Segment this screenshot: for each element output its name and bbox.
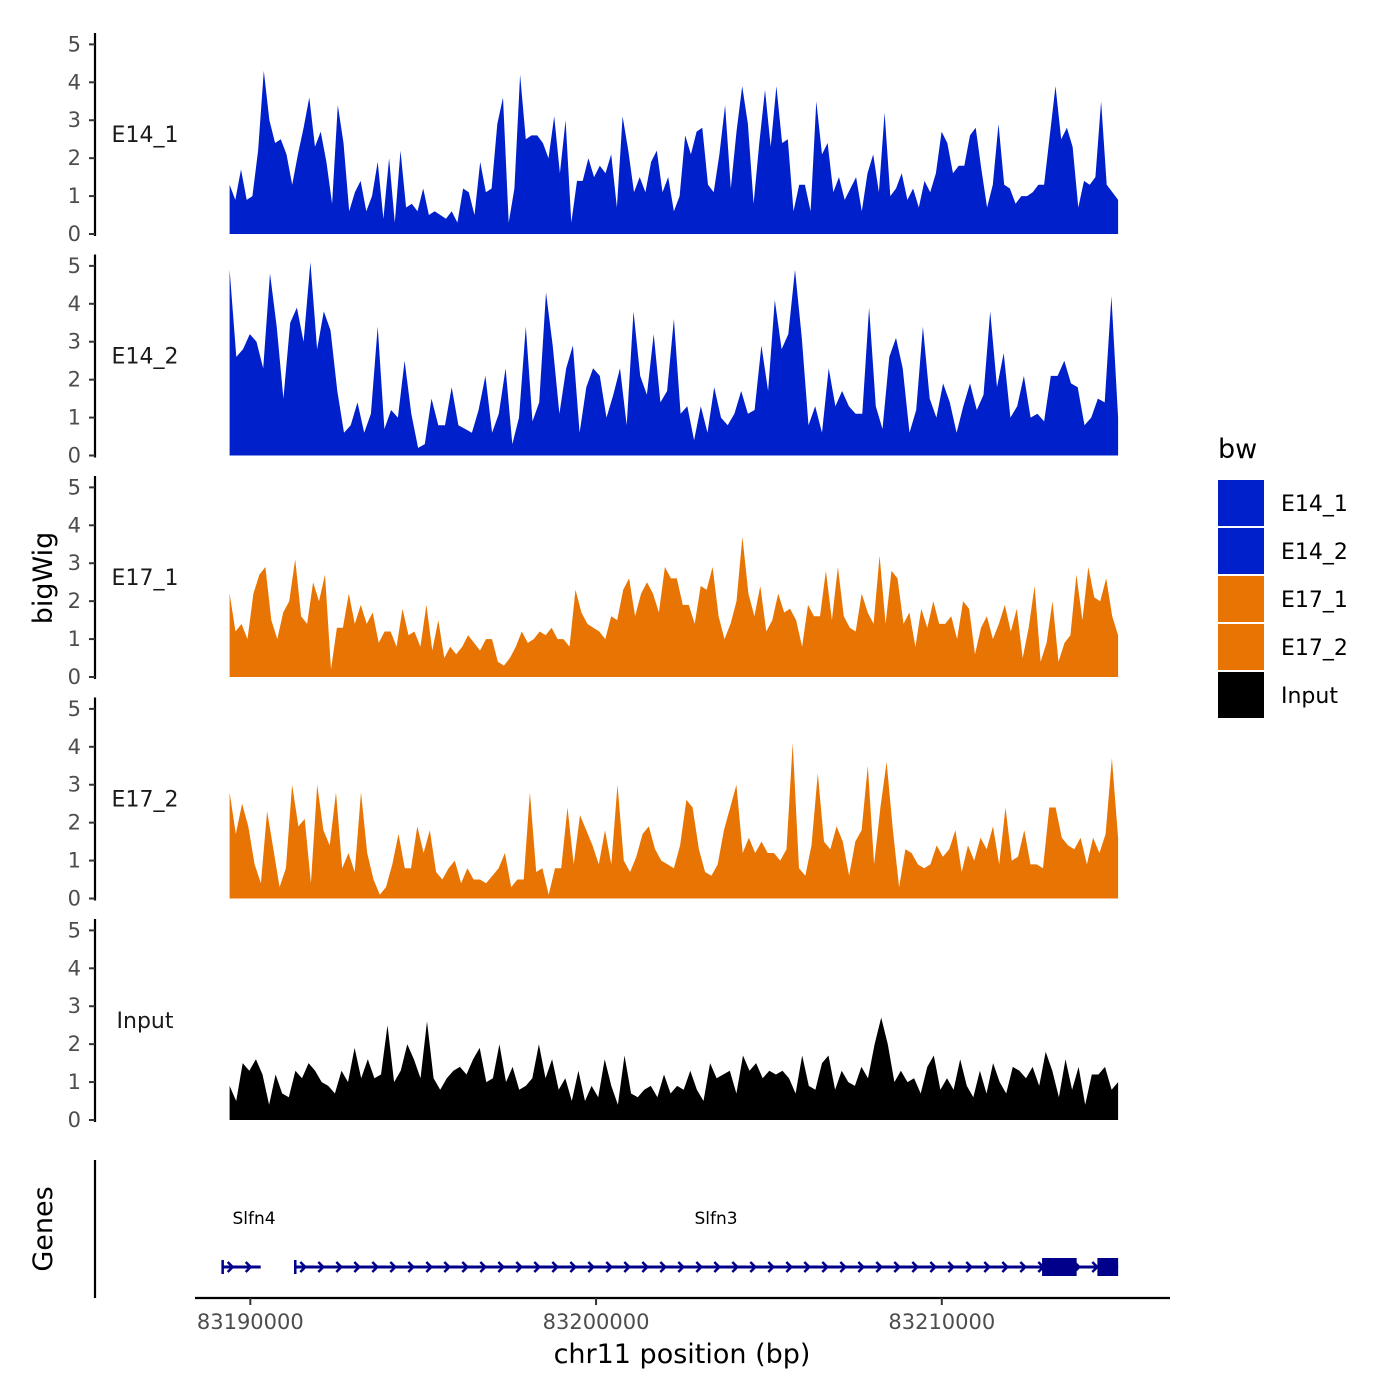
coverage-area-E17_1	[229, 536, 1119, 677]
y-tick-label-Input-2: 2	[68, 1032, 81, 1056]
legend-item-E17_2: E17_2	[1218, 624, 1348, 670]
y-tick-label-E17_2-1: 1	[68, 849, 81, 873]
legend-item-E14_2: E14_2	[1218, 528, 1348, 574]
track-E17_1: 0 1 2 3 4 5 E17_1	[68, 475, 1119, 689]
legend-item-Input: Input	[1218, 672, 1338, 718]
y-tick-label-E17_2-0: 0	[68, 887, 81, 911]
y-tick-label-E14_1-5: 5	[68, 32, 81, 56]
exon-Slfn3-1	[1042, 1258, 1077, 1276]
x-tick-label-83210000: 83210000	[888, 1310, 995, 1334]
track-E14_1: 0 1 2 3 4 5 E14_1	[68, 32, 1119, 246]
y-tick-label-Input-5: 5	[68, 918, 81, 942]
y-tick-label-E14_1-1: 1	[68, 184, 81, 208]
legend: bw E14_1 E14_2 E17_1 E17_2 Input	[1218, 434, 1348, 718]
x-ticks: 83190000 83200000 83210000	[197, 1298, 995, 1334]
gene-label-Slfn4: Slfn4	[232, 1209, 275, 1229]
y-tick-label-E17_2-2: 2	[68, 811, 81, 835]
strand-arrows-Slfn4	[226, 1261, 253, 1273]
y-tick-label-E17_1-0: 0	[68, 665, 81, 689]
legend-items: E14_1 E14_2 E17_1 E17_2 Input	[1218, 480, 1348, 718]
legend-label-E17_2: E17_2	[1281, 636, 1348, 661]
y-tick-label-Input-1: 1	[68, 1070, 81, 1094]
y-tick-label-E17_1-4: 4	[68, 513, 81, 537]
gene-models: Slfn4 Slfn3	[221, 1209, 1119, 1276]
coverage-area-E17_2	[229, 743, 1119, 899]
legend-title: bw	[1218, 434, 1257, 465]
coverage-area-Input	[229, 1017, 1119, 1120]
gene-label-Slfn3: Slfn3	[694, 1209, 737, 1229]
exon-Slfn3-2	[1097, 1258, 1119, 1276]
legend-swatch-E14_2	[1218, 528, 1264, 574]
coverage-tracks: 0 1 2 3 4 5 E14_1 0 1 2 3 4 5 E14_2 0 1 2 3 4 5 E17_1 0 1 2 3 4 5 E…	[68, 32, 1119, 1132]
coverage-area-E14_2	[229, 262, 1119, 456]
y-tick-label-E14_1-2: 2	[68, 146, 81, 170]
x-tick-label-83200000: 83200000	[543, 1310, 650, 1334]
track-E17_2: 0 1 2 3 4 5 E17_2	[68, 697, 1119, 911]
coverage-area-E14_1	[229, 70, 1119, 235]
track-label-E14_2: E14_2	[112, 345, 179, 370]
legend-item-E17_1: E17_1	[1218, 576, 1348, 622]
legend-swatch-E17_1	[1218, 576, 1264, 622]
y-axis-title: bigWig	[28, 532, 59, 625]
y-tick-label-E14_2-0: 0	[68, 444, 81, 468]
legend-swatch-E14_1	[1218, 480, 1264, 526]
y-tick-label-Input-4: 4	[68, 956, 81, 980]
y-tick-label-E14_2-5: 5	[68, 254, 81, 278]
x-tick-label-83190000: 83190000	[197, 1310, 304, 1334]
y-tick-label-Input-3: 3	[68, 994, 81, 1018]
y-tick-label-E14_2-4: 4	[68, 292, 81, 316]
track-label-E14_1: E14_1	[112, 123, 179, 148]
y-tick-label-E17_2-5: 5	[68, 697, 81, 721]
x-axis-title: chr11 position (bp)	[554, 1339, 811, 1370]
x-axis: 83190000 83200000 83210000 chr11 position …	[195, 1296, 1170, 1370]
y-tick-label-E14_2-2: 2	[68, 368, 81, 392]
y-tick-label-E17_1-3: 3	[68, 551, 81, 575]
y-tick-label-E14_1-3: 3	[68, 108, 81, 132]
track-label-E17_2: E17_2	[112, 788, 179, 813]
y-tick-label-E14_2-3: 3	[68, 330, 81, 354]
y-tick-label-E14_2-1: 1	[68, 406, 81, 430]
legend-swatch-Input	[1218, 672, 1264, 718]
y-tick-label-E17_2-3: 3	[68, 773, 81, 797]
track-label-Input: Input	[117, 1009, 174, 1034]
legend-label-Input: Input	[1281, 684, 1338, 709]
legend-label-E17_1: E17_1	[1281, 588, 1348, 613]
y-tick-label-E14_1-0: 0	[68, 222, 81, 246]
track-Input: 0 1 2 3 4 5 Input	[68, 918, 1119, 1132]
legend-swatch-E17_2	[1218, 624, 1264, 670]
legend-label-E14_1: E14_1	[1281, 492, 1348, 517]
genes-panel-title: Genes	[28, 1186, 59, 1271]
genes-panel: Genes Slfn4 Slfn3	[28, 1160, 1119, 1298]
track-label-E17_1: E17_1	[112, 566, 179, 591]
gene-Slfn3: Slfn3	[294, 1209, 1119, 1276]
y-tick-label-E17_1-5: 5	[68, 475, 81, 499]
y-tick-label-E17_1-2: 2	[68, 589, 81, 613]
track-E14_2: 0 1 2 3 4 5 E14_2	[68, 254, 1119, 468]
y-tick-label-E17_1-1: 1	[68, 627, 81, 651]
gene-Slfn4: Slfn4	[221, 1209, 276, 1274]
y-tick-label-Input-0: 0	[68, 1108, 81, 1132]
y-tick-label-E14_1-4: 4	[68, 70, 81, 94]
strand-arrows-Slfn3	[299, 1261, 1118, 1273]
y-tick-label-E17_2-4: 4	[68, 735, 81, 759]
legend-label-E14_2: E14_2	[1281, 540, 1348, 565]
legend-item-E14_1: E14_1	[1218, 480, 1348, 526]
